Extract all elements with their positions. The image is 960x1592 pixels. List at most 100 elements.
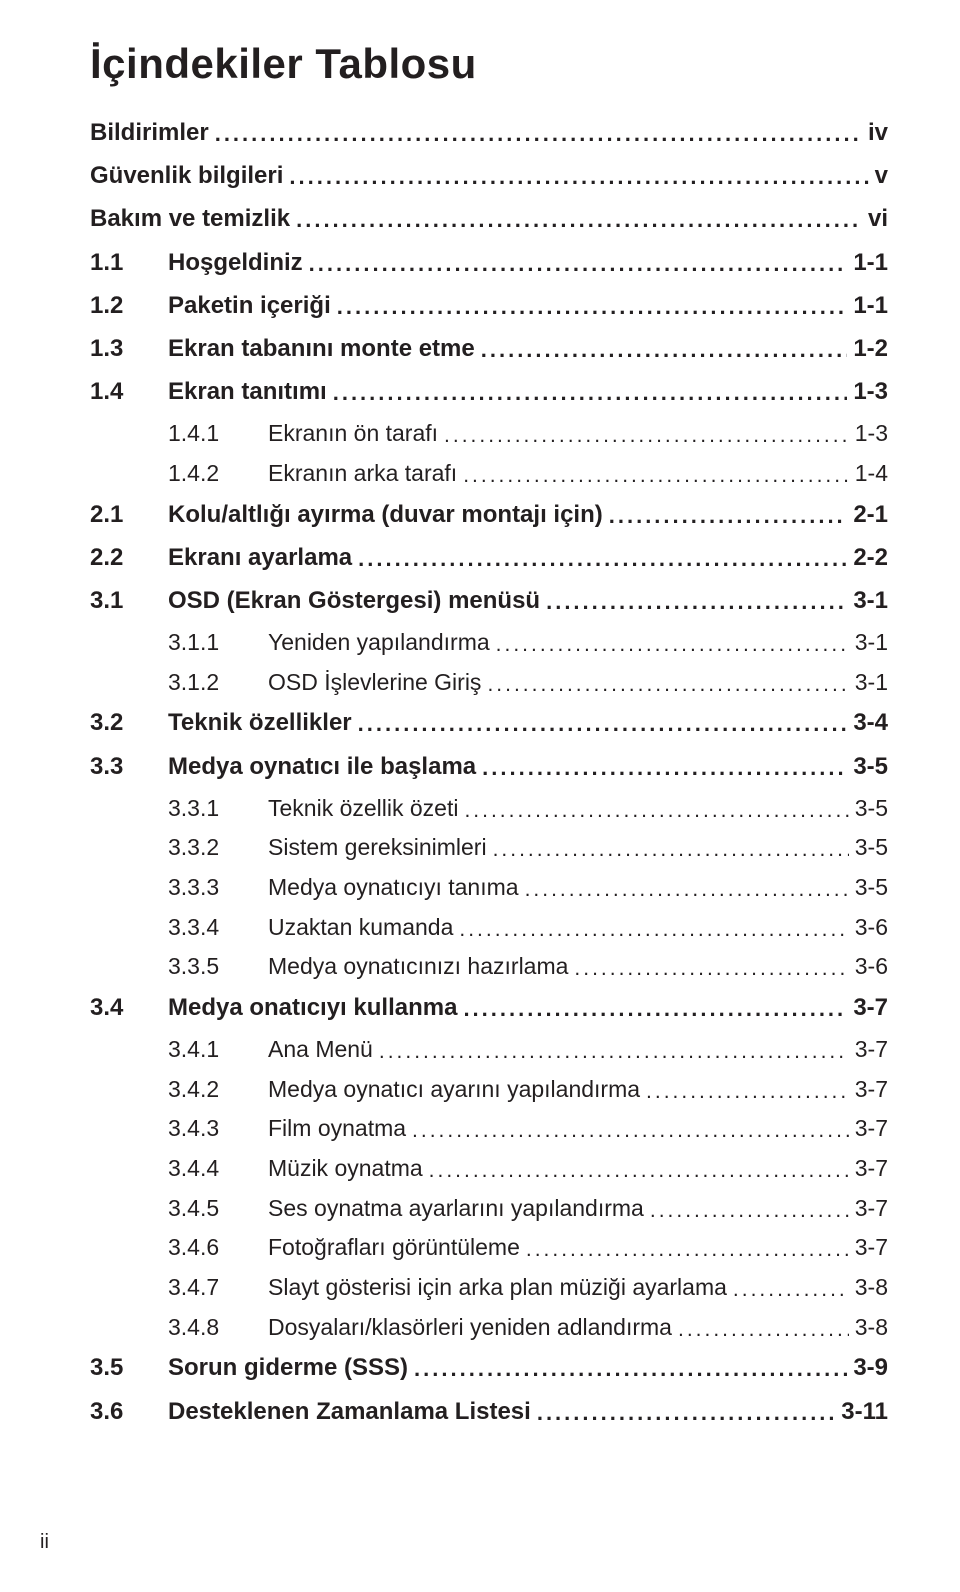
toc-leader-dots: ........................................…	[464, 795, 848, 828]
toc-entry-number: 3.1.1	[90, 625, 268, 661]
toc-entry-number: 3.3.1	[90, 791, 268, 827]
toc-entry: 3.4.1Ana Menü...........................…	[90, 1032, 888, 1068]
toc-entry: 3.3.5Medya oynatıcınızı hazırlama.......…	[90, 949, 888, 985]
toc-entry-label: Fotoğrafları görüntüleme	[268, 1230, 524, 1266]
toc-entry-label: Bildirimler	[90, 114, 213, 151]
toc-entry-label: Sorun giderme (SSS)	[168, 1349, 412, 1386]
toc-leader-dots: ........................................…	[309, 247, 848, 281]
toc-leader-dots: ........................................…	[459, 914, 848, 947]
toc-entry-label: Medya onatıcıyı kullanma	[168, 989, 461, 1026]
toc-entry: 3.3.3Medya oynatıcıyı tanıma............…	[90, 870, 888, 906]
toc-entry-number: 3.4.4	[90, 1151, 268, 1187]
toc-entry: Güvenlik bilgileri......................…	[90, 157, 888, 194]
toc-entry-label: Medya oynatıcı ayarını yapılandırma	[268, 1072, 644, 1108]
toc-entry-number: 3.3	[90, 748, 168, 785]
toc-entry-number: 3.4.5	[90, 1191, 268, 1227]
toc-entry: 3.4.3Film oynatma.......................…	[90, 1111, 888, 1147]
toc-entry-label: Bakım ve temizlik	[90, 200, 294, 237]
toc-entry-label: Ana Menü	[268, 1032, 377, 1068]
toc-entry-number: 3.4	[90, 989, 168, 1026]
toc-leader-dots: ........................................…	[337, 290, 848, 324]
toc-entry: Bildirimler.............................…	[90, 114, 888, 151]
toc-leader-dots: ........................................…	[609, 499, 848, 533]
toc-entry-label: Uzaktan kumanda	[268, 910, 457, 946]
toc-leader-dots: ........................................…	[733, 1274, 849, 1307]
toc-entry-label: Medya oynatıcı ile başlama	[168, 748, 480, 785]
toc-list: Bildirimler.............................…	[90, 114, 888, 1430]
toc-entry-number: 1.2	[90, 287, 168, 324]
toc-entry-page: 3-7	[851, 1111, 888, 1147]
toc-entry-page: 3-5	[851, 791, 888, 827]
toc-entry-page: 2-2	[849, 539, 888, 576]
toc-leader-dots: ........................................…	[496, 629, 849, 662]
toc-entry-label: Dosyaları/klasörleri yeniden adlandırma	[268, 1310, 676, 1346]
toc-entry-number: 3.4.6	[90, 1230, 268, 1266]
toc-leader-dots: ........................................…	[546, 585, 847, 619]
toc-entry: 3.1OSD (Ekran Göstergesi) menüsü........…	[90, 582, 888, 619]
page-title: İçindekiler Tablosu	[90, 40, 888, 88]
toc-leader-dots: ........................................…	[537, 1396, 835, 1430]
toc-entry-number: 3.6	[90, 1393, 168, 1430]
toc-entry: 1.4.2Ekranın arka tarafı................…	[90, 456, 888, 492]
toc-leader-dots: ........................................…	[358, 542, 847, 576]
toc-leader-dots: ........................................…	[215, 117, 862, 151]
page-number-footer: ii	[40, 1531, 49, 1554]
toc-entry-page: 3-6	[851, 949, 888, 985]
toc-entry-page: 3-7	[851, 1191, 888, 1227]
toc-entry-page: 3-11	[837, 1393, 888, 1430]
toc-leader-dots: ........................................…	[444, 420, 849, 453]
toc-leader-dots: ........................................…	[429, 1155, 849, 1188]
toc-entry-number: 3.4.3	[90, 1111, 268, 1147]
toc-leader-dots: ........................................…	[358, 707, 848, 741]
toc-entry: 3.1.1Yeniden yapılandırma...............…	[90, 625, 888, 661]
toc-entry-page: 3-1	[851, 665, 888, 701]
toc-entry: 3.2Teknik özellikler....................…	[90, 704, 888, 741]
toc-leader-dots: ........................................…	[379, 1036, 849, 1069]
toc-entry: 1.1Hoşgeldiniz..........................…	[90, 244, 888, 281]
toc-leader-dots: ........................................…	[574, 953, 848, 986]
toc-entry-label: Ekranı ayarlama	[168, 539, 356, 576]
toc-entry-label: Ses oynatma ayarlarını yapılandırma	[268, 1191, 648, 1227]
toc-leader-dots: ........................................…	[481, 333, 848, 367]
toc-leader-dots: ........................................…	[412, 1115, 849, 1148]
toc-entry-label: Film oynatma	[268, 1111, 410, 1147]
toc-entry-page: 3-7	[851, 1072, 888, 1108]
toc-entry-label: Paketin içeriği	[168, 287, 335, 324]
toc-entry-number: 3.5	[90, 1349, 168, 1386]
toc-entry-label: Ekran tanıtımı	[168, 373, 331, 410]
toc-entry: 3.5Sorun giderme (SSS)..................…	[90, 1349, 888, 1386]
toc-entry-number: 3.3.3	[90, 870, 268, 906]
toc-leader-dots: ........................................…	[296, 203, 862, 237]
toc-entry: 3.4Medya onatıcıyı kullanma.............…	[90, 989, 888, 1026]
toc-entry-label: OSD (Ekran Göstergesi) menüsü	[168, 582, 544, 619]
toc-entry-number: 3.1.2	[90, 665, 268, 701]
toc-entry-page: 2-1	[849, 496, 888, 533]
toc-leader-dots: ........................................…	[646, 1076, 849, 1109]
toc-entry-page: 1-2	[849, 330, 888, 367]
toc-entry-label: Kolu/altlığı ayırma (duvar montajı için)	[168, 496, 607, 533]
toc-entry-page: 3-4	[849, 704, 888, 741]
toc-entry-number: 1.1	[90, 244, 168, 281]
toc-leader-dots: ........................................…	[493, 834, 849, 867]
toc-entry-label: Teknik özellikler	[168, 704, 356, 741]
toc-entry-page: 3-5	[851, 830, 888, 866]
toc-entry: 3.4.8Dosyaları/klasörleri yeniden adland…	[90, 1310, 888, 1346]
toc-entry-number: 3.4.8	[90, 1310, 268, 1346]
toc-entry-number: 1.4	[90, 373, 168, 410]
toc-entry-page: 3-5	[851, 870, 888, 906]
toc-leader-dots: ........................................…	[463, 992, 847, 1026]
toc-entry-number: 3.1	[90, 582, 168, 619]
toc-entry-label: Müzik oynatma	[268, 1151, 427, 1187]
toc-entry-page: 3-7	[851, 1032, 888, 1068]
toc-leader-dots: ........................................…	[482, 751, 847, 785]
toc-entry-label: Medya oynatıcıyı tanıma	[268, 870, 523, 906]
toc-entry-label: Desteklenen Zamanlama Listesi	[168, 1393, 535, 1430]
toc-entry-page: 3-9	[849, 1349, 888, 1386]
toc-entry: 3.3.2Sistem gereksinimleri..............…	[90, 830, 888, 866]
toc-leader-dots: ........................................…	[289, 160, 868, 194]
toc-entry-page: 1-4	[851, 456, 888, 492]
toc-entry-page: v	[871, 157, 888, 194]
toc-entry-page: 3-1	[849, 582, 888, 619]
toc-entry-page: 3-8	[851, 1270, 888, 1306]
toc-entry-page: 3-1	[851, 625, 888, 661]
